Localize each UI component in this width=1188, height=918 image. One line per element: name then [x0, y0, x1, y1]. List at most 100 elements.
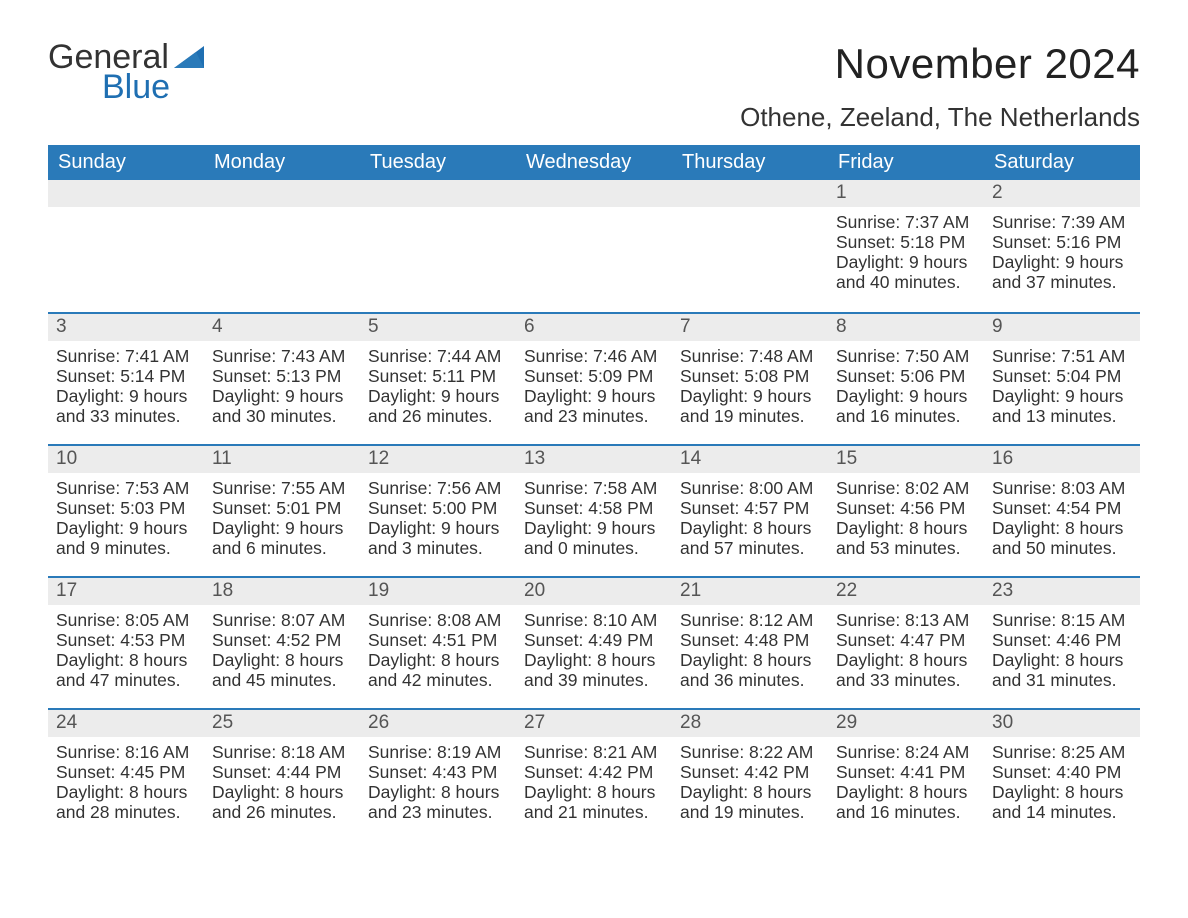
- day-daylight2: and 31 minutes.: [992, 670, 1132, 690]
- day-number: 10: [48, 446, 204, 473]
- day-number: 22: [828, 578, 984, 605]
- day-number: 4: [204, 314, 360, 341]
- day-cell: 14Sunrise: 8:00 AMSunset: 4:57 PMDayligh…: [672, 446, 828, 576]
- day-body: Sunrise: 7:58 AMSunset: 4:58 PMDaylight:…: [516, 473, 672, 571]
- day-sunset: Sunset: 4:40 PM: [992, 762, 1132, 782]
- day-body: Sunrise: 8:02 AMSunset: 4:56 PMDaylight:…: [828, 473, 984, 571]
- day-sunrise: Sunrise: 7:44 AM: [368, 346, 508, 366]
- day-sunset: Sunset: 5:14 PM: [56, 366, 196, 386]
- week-row: 17Sunrise: 8:05 AMSunset: 4:53 PMDayligh…: [48, 576, 1140, 708]
- day-cell: [48, 180, 204, 312]
- day-sunset: Sunset: 4:47 PM: [836, 630, 976, 650]
- day-daylight1: Daylight: 9 hours: [56, 386, 196, 406]
- day-number: 9: [984, 314, 1140, 341]
- day-body: [672, 207, 828, 224]
- day-daylight2: and 42 minutes.: [368, 670, 508, 690]
- day-cell: 4Sunrise: 7:43 AMSunset: 5:13 PMDaylight…: [204, 314, 360, 444]
- day-sunrise: Sunrise: 8:10 AM: [524, 610, 664, 630]
- day-number: 19: [360, 578, 516, 605]
- day-body: Sunrise: 8:25 AMSunset: 4:40 PMDaylight:…: [984, 737, 1140, 835]
- day-daylight1: Daylight: 8 hours: [524, 650, 664, 670]
- day-number: [360, 180, 516, 207]
- day-number: 7: [672, 314, 828, 341]
- day-cell: 16Sunrise: 8:03 AMSunset: 4:54 PMDayligh…: [984, 446, 1140, 576]
- week-row: 24Sunrise: 8:16 AMSunset: 4:45 PMDayligh…: [48, 708, 1140, 840]
- day-daylight2: and 28 minutes.: [56, 802, 196, 822]
- day-number: 6: [516, 314, 672, 341]
- day-cell: 10Sunrise: 7:53 AMSunset: 5:03 PMDayligh…: [48, 446, 204, 576]
- day-body: Sunrise: 7:39 AMSunset: 5:16 PMDaylight:…: [984, 207, 1140, 305]
- day-cell: 30Sunrise: 8:25 AMSunset: 4:40 PMDayligh…: [984, 710, 1140, 840]
- day-daylight2: and 9 minutes.: [56, 538, 196, 558]
- day-number: 29: [828, 710, 984, 737]
- week-row: 3Sunrise: 7:41 AMSunset: 5:14 PMDaylight…: [48, 312, 1140, 444]
- day-number: 1: [828, 180, 984, 207]
- day-cell: 25Sunrise: 8:18 AMSunset: 4:44 PMDayligh…: [204, 710, 360, 840]
- day-sunrise: Sunrise: 7:56 AM: [368, 478, 508, 498]
- day-cell: 22Sunrise: 8:13 AMSunset: 4:47 PMDayligh…: [828, 578, 984, 708]
- day-cell: 6Sunrise: 7:46 AMSunset: 5:09 PMDaylight…: [516, 314, 672, 444]
- day-sunrise: Sunrise: 7:39 AM: [992, 212, 1132, 232]
- day-daylight1: Daylight: 8 hours: [680, 782, 820, 802]
- day-cell: [672, 180, 828, 312]
- day-daylight2: and 33 minutes.: [836, 670, 976, 690]
- day-cell: 2Sunrise: 7:39 AMSunset: 5:16 PMDaylight…: [984, 180, 1140, 312]
- day-sunset: Sunset: 4:53 PM: [56, 630, 196, 650]
- day-cell: 18Sunrise: 8:07 AMSunset: 4:52 PMDayligh…: [204, 578, 360, 708]
- weekday-label: Monday: [204, 145, 360, 180]
- header: General Blue November 2024 Othene, Zeela…: [48, 40, 1140, 133]
- day-daylight1: Daylight: 8 hours: [368, 782, 508, 802]
- day-body: Sunrise: 7:48 AMSunset: 5:08 PMDaylight:…: [672, 341, 828, 439]
- day-sunrise: Sunrise: 8:24 AM: [836, 742, 976, 762]
- day-daylight1: Daylight: 8 hours: [368, 650, 508, 670]
- day-body: Sunrise: 7:53 AMSunset: 5:03 PMDaylight:…: [48, 473, 204, 571]
- day-cell: [516, 180, 672, 312]
- day-number: 18: [204, 578, 360, 605]
- day-daylight1: Daylight: 9 hours: [56, 518, 196, 538]
- day-daylight2: and 16 minutes.: [836, 802, 976, 822]
- day-number: 5: [360, 314, 516, 341]
- day-sunset: Sunset: 5:03 PM: [56, 498, 196, 518]
- day-sunset: Sunset: 5:00 PM: [368, 498, 508, 518]
- day-sunset: Sunset: 4:42 PM: [524, 762, 664, 782]
- day-daylight1: Daylight: 9 hours: [836, 386, 976, 406]
- day-sunset: Sunset: 5:04 PM: [992, 366, 1132, 386]
- day-cell: 17Sunrise: 8:05 AMSunset: 4:53 PMDayligh…: [48, 578, 204, 708]
- day-daylight1: Daylight: 8 hours: [212, 782, 352, 802]
- day-daylight1: Daylight: 8 hours: [680, 650, 820, 670]
- day-body: Sunrise: 8:21 AMSunset: 4:42 PMDaylight:…: [516, 737, 672, 835]
- day-daylight2: and 45 minutes.: [212, 670, 352, 690]
- day-sunrise: Sunrise: 7:48 AM: [680, 346, 820, 366]
- day-sunset: Sunset: 4:41 PM: [836, 762, 976, 782]
- day-cell: 20Sunrise: 8:10 AMSunset: 4:49 PMDayligh…: [516, 578, 672, 708]
- day-daylight2: and 57 minutes.: [680, 538, 820, 558]
- day-cell: 13Sunrise: 7:58 AMSunset: 4:58 PMDayligh…: [516, 446, 672, 576]
- day-sunrise: Sunrise: 8:03 AM: [992, 478, 1132, 498]
- day-sunrise: Sunrise: 8:18 AM: [212, 742, 352, 762]
- day-cell: 1Sunrise: 7:37 AMSunset: 5:18 PMDaylight…: [828, 180, 984, 312]
- day-sunrise: Sunrise: 7:55 AM: [212, 478, 352, 498]
- day-daylight2: and 3 minutes.: [368, 538, 508, 558]
- day-cell: 28Sunrise: 8:22 AMSunset: 4:42 PMDayligh…: [672, 710, 828, 840]
- day-daylight1: Daylight: 9 hours: [836, 252, 976, 272]
- day-cell: 29Sunrise: 8:24 AMSunset: 4:41 PMDayligh…: [828, 710, 984, 840]
- day-body: Sunrise: 8:18 AMSunset: 4:44 PMDaylight:…: [204, 737, 360, 835]
- day-number: 21: [672, 578, 828, 605]
- day-daylight1: Daylight: 8 hours: [836, 518, 976, 538]
- day-body: Sunrise: 8:13 AMSunset: 4:47 PMDaylight:…: [828, 605, 984, 703]
- weekday-label: Thursday: [672, 145, 828, 180]
- day-sunrise: Sunrise: 7:51 AM: [992, 346, 1132, 366]
- day-sunset: Sunset: 5:08 PM: [680, 366, 820, 386]
- day-sunrise: Sunrise: 7:46 AM: [524, 346, 664, 366]
- day-number: [204, 180, 360, 207]
- day-sunrise: Sunrise: 8:16 AM: [56, 742, 196, 762]
- day-sunset: Sunset: 5:16 PM: [992, 232, 1132, 252]
- day-cell: [204, 180, 360, 312]
- day-body: Sunrise: 8:16 AMSunset: 4:45 PMDaylight:…: [48, 737, 204, 835]
- day-daylight2: and 26 minutes.: [368, 406, 508, 426]
- day-number: 14: [672, 446, 828, 473]
- day-daylight1: Daylight: 9 hours: [524, 386, 664, 406]
- day-daylight2: and 39 minutes.: [524, 670, 664, 690]
- day-body: Sunrise: 7:44 AMSunset: 5:11 PMDaylight:…: [360, 341, 516, 439]
- logo: General Blue: [48, 40, 204, 104]
